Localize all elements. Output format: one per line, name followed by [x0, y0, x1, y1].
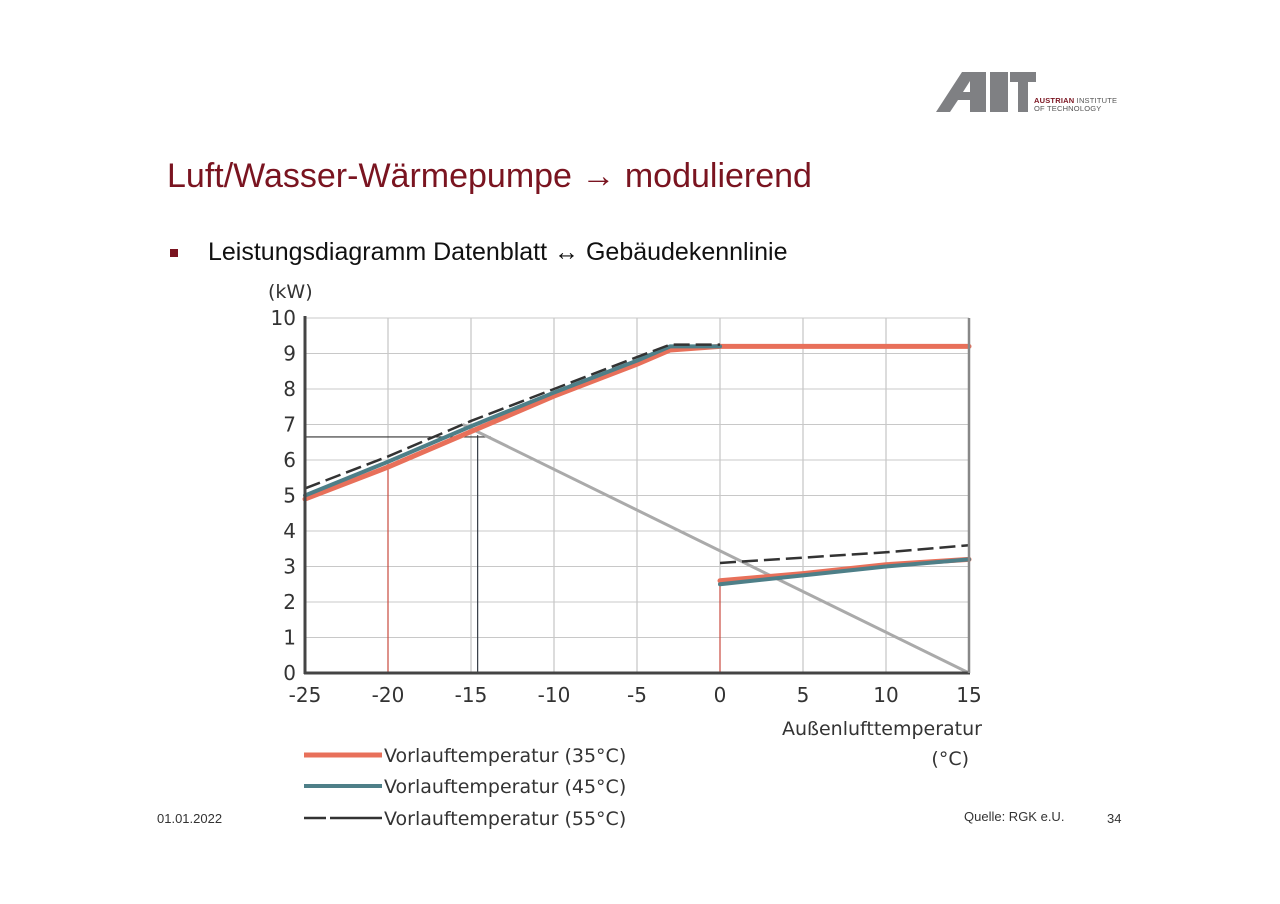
- x-axis-label: Außenlufttemperatur: [782, 718, 982, 740]
- series-line-3: [304, 343, 720, 490]
- y-tick-label: 2: [283, 590, 296, 614]
- legend-label-3: Vorlauftemperatur (55°C): [384, 808, 626, 830]
- x-tick-label: 5: [797, 683, 810, 707]
- legend-label-1: Vorlauftemperatur (35°C): [384, 745, 626, 767]
- series-line-3: [719, 543, 970, 565]
- x-tick-label: 0: [714, 683, 727, 707]
- y-tick-label: 4: [283, 519, 296, 543]
- x-tick-label: 15: [956, 683, 981, 707]
- page-number: 34: [1107, 811, 1122, 826]
- footer-source: Quelle: RGK e.U.: [964, 809, 1065, 824]
- y-tick-label: 1: [283, 626, 296, 650]
- x-tick-label: -5: [627, 683, 647, 707]
- chart-series: [302, 343, 972, 675]
- y-axis-label: (kW): [268, 281, 313, 303]
- building-characteristic-line: [462, 423, 970, 675]
- y-tick-label: 8: [283, 377, 296, 401]
- ait-logo: [936, 72, 1036, 112]
- y-tick-label: 10: [271, 306, 296, 330]
- x-axis-unit: (°C): [931, 748, 969, 770]
- x-tick-label: -15: [455, 683, 488, 707]
- series-line-2: [303, 344, 722, 498]
- bullet-square-icon: [170, 249, 178, 257]
- y-tick-label: 6: [283, 448, 296, 472]
- legend-label-2: Vorlauftemperatur (45°C): [384, 776, 626, 798]
- chart-grid: [304, 317, 970, 674]
- ait-logo-text: AUSTRIAN INSTITUTE OF TECHNOLOGY: [1034, 96, 1118, 113]
- x-tick-label: 10: [873, 683, 898, 707]
- chart-legend: Vorlauftemperatur (35°C) Vorlauftemperatu…: [304, 745, 626, 830]
- y-tick-label: 0: [283, 661, 296, 685]
- footer-date: 01.01.2022: [157, 811, 223, 826]
- chart-axes: [303, 316, 971, 675]
- chart-labels: 0 1 2 3 4 5 6 7 8 9 10 -25 -20 -15 -10 -5 0 5 10 15 (kW) Auße…: [268, 281, 982, 770]
- x-tick-label: -25: [289, 683, 322, 707]
- y-tick-label: 3: [283, 555, 296, 579]
- series-line-2: [718, 557, 971, 587]
- slide-title: Luft/Wasser-Wärmepumpe → modulierend: [167, 157, 812, 195]
- x-tick-label: -20: [372, 683, 405, 707]
- x-tick-label: -10: [538, 683, 571, 707]
- y-tick-label: 5: [283, 484, 296, 508]
- y-tick-label: 9: [283, 342, 296, 366]
- bullet-text: Leistungsdiagramm Datenblatt ↔ Gebäudeke…: [208, 238, 788, 266]
- y-tick-label: 7: [283, 413, 296, 437]
